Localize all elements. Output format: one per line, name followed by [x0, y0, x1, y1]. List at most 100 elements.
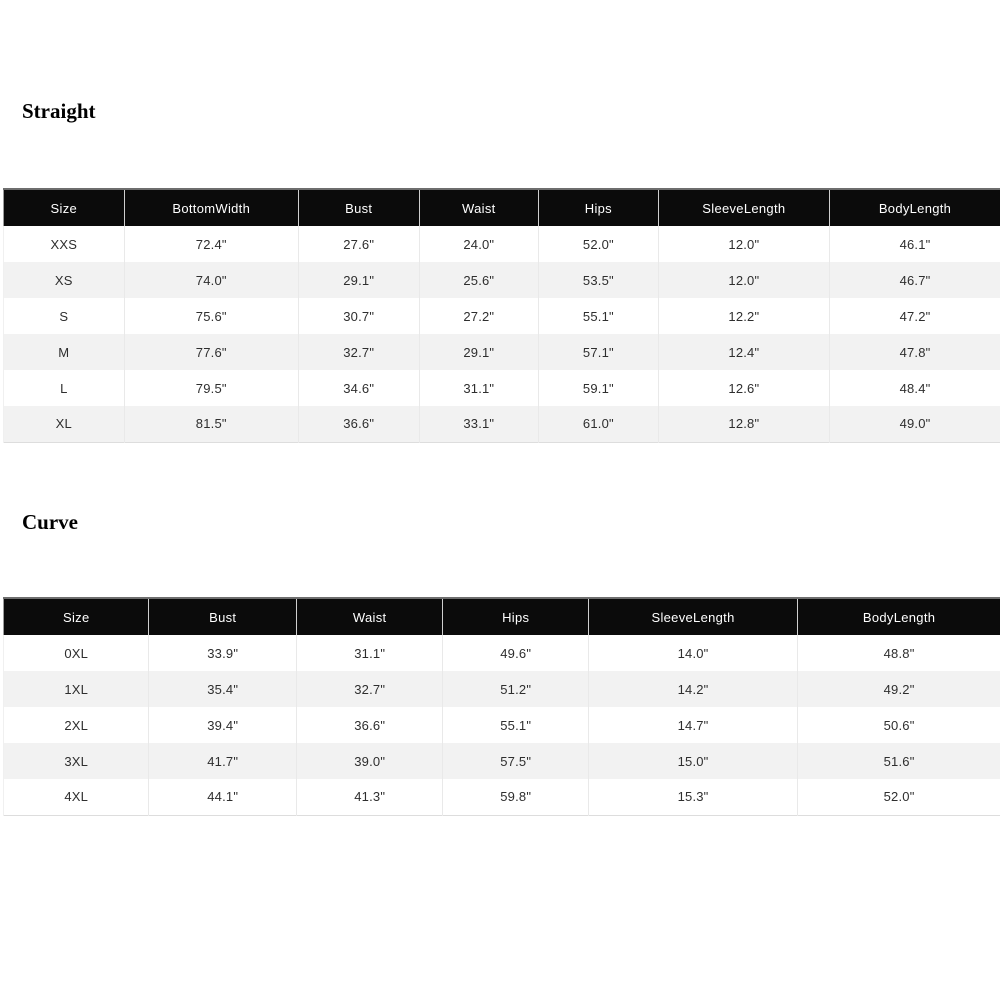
table-row: M 77.6" 32.7" 29.1" 57.1" 12.4" 47.8"	[3, 334, 1000, 370]
size-cell: L	[3, 370, 125, 406]
curve-header-row: Size Bust Waist Hips SleeveLength BodyLength	[3, 598, 1000, 635]
column-header: Bust	[148, 598, 297, 635]
table-row: 2XL 39.4" 36.6" 55.1" 14.7" 50.6"	[2, 707, 1000, 743]
size-cell: 4XL	[2, 779, 149, 815]
column-header: Waist	[295, 598, 443, 635]
measurement-cell: 32.7"	[297, 334, 419, 370]
column-header: Bust	[297, 189, 419, 226]
measurement-cell: 27.6"	[297, 226, 419, 262]
measurement-cell: 33.1"	[418, 406, 539, 442]
size-cell: XXS	[3, 226, 125, 262]
column-header: Size	[3, 598, 149, 635]
measurement-cell: 35.4"	[148, 671, 297, 707]
measurement-cell: 30.7"	[297, 298, 419, 334]
measurement-cell: 77.6"	[123, 334, 299, 370]
measurement-cell: 12.0"	[657, 226, 830, 262]
measurement-cell: 49.2"	[797, 671, 1000, 707]
table-row: XXS 72.4" 27.6" 24.0" 52.0" 12.0" 46.1"	[3, 226, 1000, 262]
size-cell: 1XL	[2, 671, 149, 707]
column-header: Hips	[538, 189, 659, 226]
measurement-cell: 29.1"	[418, 334, 539, 370]
table-row: XL 81.5" 36.6" 33.1" 61.0" 12.8" 49.0"	[3, 406, 1000, 442]
measurement-cell: 55.1"	[442, 707, 589, 743]
measurement-cell: 31.1"	[295, 635, 443, 671]
measurement-cell: 52.0"	[538, 226, 659, 262]
measurement-cell: 15.3"	[587, 779, 798, 815]
measurement-cell: 57.1"	[538, 334, 659, 370]
measurement-cell: 81.5"	[123, 406, 299, 442]
measurement-cell: 29.1"	[297, 262, 419, 298]
measurement-cell: 46.1"	[829, 226, 1000, 262]
straight-header-row: Size BottomWidth Bust Waist Hips SleeveLength…	[3, 189, 1000, 226]
measurement-cell: 51.6"	[797, 743, 1000, 779]
column-header: BodyLength	[797, 598, 1000, 635]
measurement-cell: 57.5"	[442, 743, 589, 779]
measurement-cell: 27.2"	[418, 298, 539, 334]
size-cell: M	[3, 334, 125, 370]
size-cell: XS	[3, 262, 125, 298]
curve-table-container: Size Bust Waist Hips SleeveLength BodyLength …	[2, 597, 1000, 816]
straight-size-table: Size BottomWidth Bust Waist Hips SleeveLength…	[3, 188, 1000, 443]
measurement-cell: 59.8"	[442, 779, 589, 815]
measurement-cell: 75.6"	[123, 298, 299, 334]
measurement-cell: 14.0"	[587, 635, 798, 671]
measurement-cell: 50.6"	[797, 707, 1000, 743]
measurement-cell: 48.4"	[829, 370, 1000, 406]
column-header: BottomWidth	[123, 189, 299, 226]
measurement-cell: 36.6"	[297, 406, 419, 442]
measurement-cell: 41.3"	[295, 779, 443, 815]
measurement-cell: 14.7"	[587, 707, 798, 743]
column-header: Waist	[418, 189, 539, 226]
straight-section-title: Straight	[22, 99, 96, 123]
size-cell: 0XL	[2, 635, 149, 671]
table-row: 1XL 35.4" 32.7" 51.2" 14.2" 49.2"	[2, 671, 1000, 707]
measurement-cell: 74.0"	[123, 262, 299, 298]
measurement-cell: 59.1"	[538, 370, 659, 406]
measurement-cell: 14.2"	[587, 671, 798, 707]
table-row: XS 74.0" 29.1" 25.6" 53.5" 12.0" 46.7"	[3, 262, 1000, 298]
measurement-cell: 72.4"	[123, 226, 299, 262]
size-cell: S	[3, 298, 125, 334]
measurement-cell: 48.8"	[797, 635, 1000, 671]
measurement-cell: 34.6"	[297, 370, 419, 406]
table-row: 0XL 33.9" 31.1" 49.6" 14.0" 48.8"	[2, 635, 1000, 671]
table-row: L 79.5" 34.6" 31.1" 59.1" 12.6" 48.4"	[3, 370, 1000, 406]
measurement-cell: 55.1"	[538, 298, 659, 334]
size-cell: 3XL	[2, 743, 149, 779]
column-header: Hips	[442, 598, 589, 635]
size-cell: XL	[3, 406, 125, 442]
measurement-cell: 12.2"	[657, 298, 830, 334]
measurement-cell: 25.6"	[418, 262, 539, 298]
measurement-cell: 31.1"	[418, 370, 539, 406]
measurement-cell: 36.6"	[295, 707, 443, 743]
measurement-cell: 46.7"	[829, 262, 1000, 298]
measurement-cell: 52.0"	[797, 779, 1000, 815]
measurement-cell: 61.0"	[538, 406, 659, 442]
measurement-cell: 39.0"	[295, 743, 443, 779]
table-row: 3XL 41.7" 39.0" 57.5" 15.0" 51.6"	[2, 743, 1000, 779]
table-row: S 75.6" 30.7" 27.2" 55.1" 12.2" 47.2"	[3, 298, 1000, 334]
size-cell: 2XL	[2, 707, 149, 743]
measurement-cell: 12.6"	[657, 370, 830, 406]
measurement-cell: 12.4"	[657, 334, 830, 370]
measurement-cell: 49.6"	[442, 635, 589, 671]
table-row: 4XL 44.1" 41.3" 59.8" 15.3" 52.0"	[2, 779, 1000, 815]
column-header: BodyLength	[829, 189, 1000, 226]
column-header: Size	[3, 189, 125, 226]
column-header: SleeveLength	[657, 189, 830, 226]
straight-table-container: Size BottomWidth Bust Waist Hips SleeveLength…	[3, 188, 1000, 443]
curve-size-table: Size Bust Waist Hips SleeveLength BodyLength …	[2, 597, 1000, 816]
measurement-cell: 32.7"	[295, 671, 443, 707]
measurement-cell: 39.4"	[148, 707, 297, 743]
measurement-cell: 79.5"	[123, 370, 299, 406]
measurement-cell: 47.8"	[829, 334, 1000, 370]
measurement-cell: 47.2"	[829, 298, 1000, 334]
curve-section-title: Curve	[22, 510, 78, 534]
measurement-cell: 15.0"	[587, 743, 798, 779]
measurement-cell: 53.5"	[538, 262, 659, 298]
measurement-cell: 51.2"	[442, 671, 589, 707]
measurement-cell: 12.0"	[657, 262, 830, 298]
measurement-cell: 12.8"	[657, 406, 830, 442]
measurement-cell: 44.1"	[148, 779, 297, 815]
